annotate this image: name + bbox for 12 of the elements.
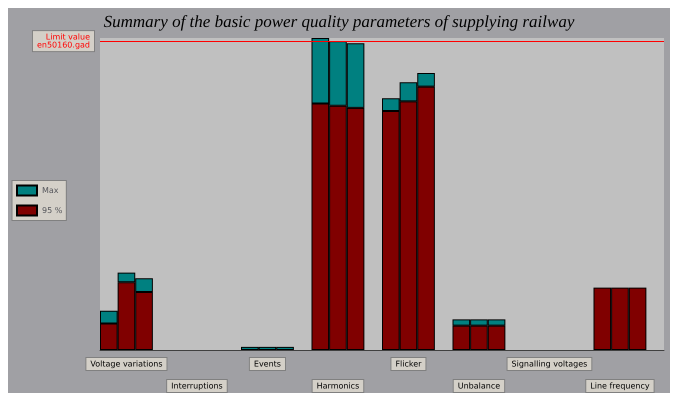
x-tick-label: Harmonics xyxy=(316,382,360,390)
x-tick-label: Signalling voltages xyxy=(512,360,588,368)
legend-label: 95 % xyxy=(42,206,63,215)
chart-title: Summary of the basic power quality parameters of supplying railway xyxy=(104,12,575,31)
x-tick-label: Flicker xyxy=(395,360,422,368)
legend-label: Max xyxy=(42,186,59,195)
x-tick-label: Interruptions xyxy=(171,382,223,390)
ref-line-label: Limit value en50160.gad xyxy=(36,32,90,50)
x-tick-label: Line frequency xyxy=(590,382,650,390)
x-tick-label: Events xyxy=(254,360,281,368)
x-tick-label: Unbalance xyxy=(458,382,500,390)
x-tick-label: Voltage variations xyxy=(90,360,162,368)
